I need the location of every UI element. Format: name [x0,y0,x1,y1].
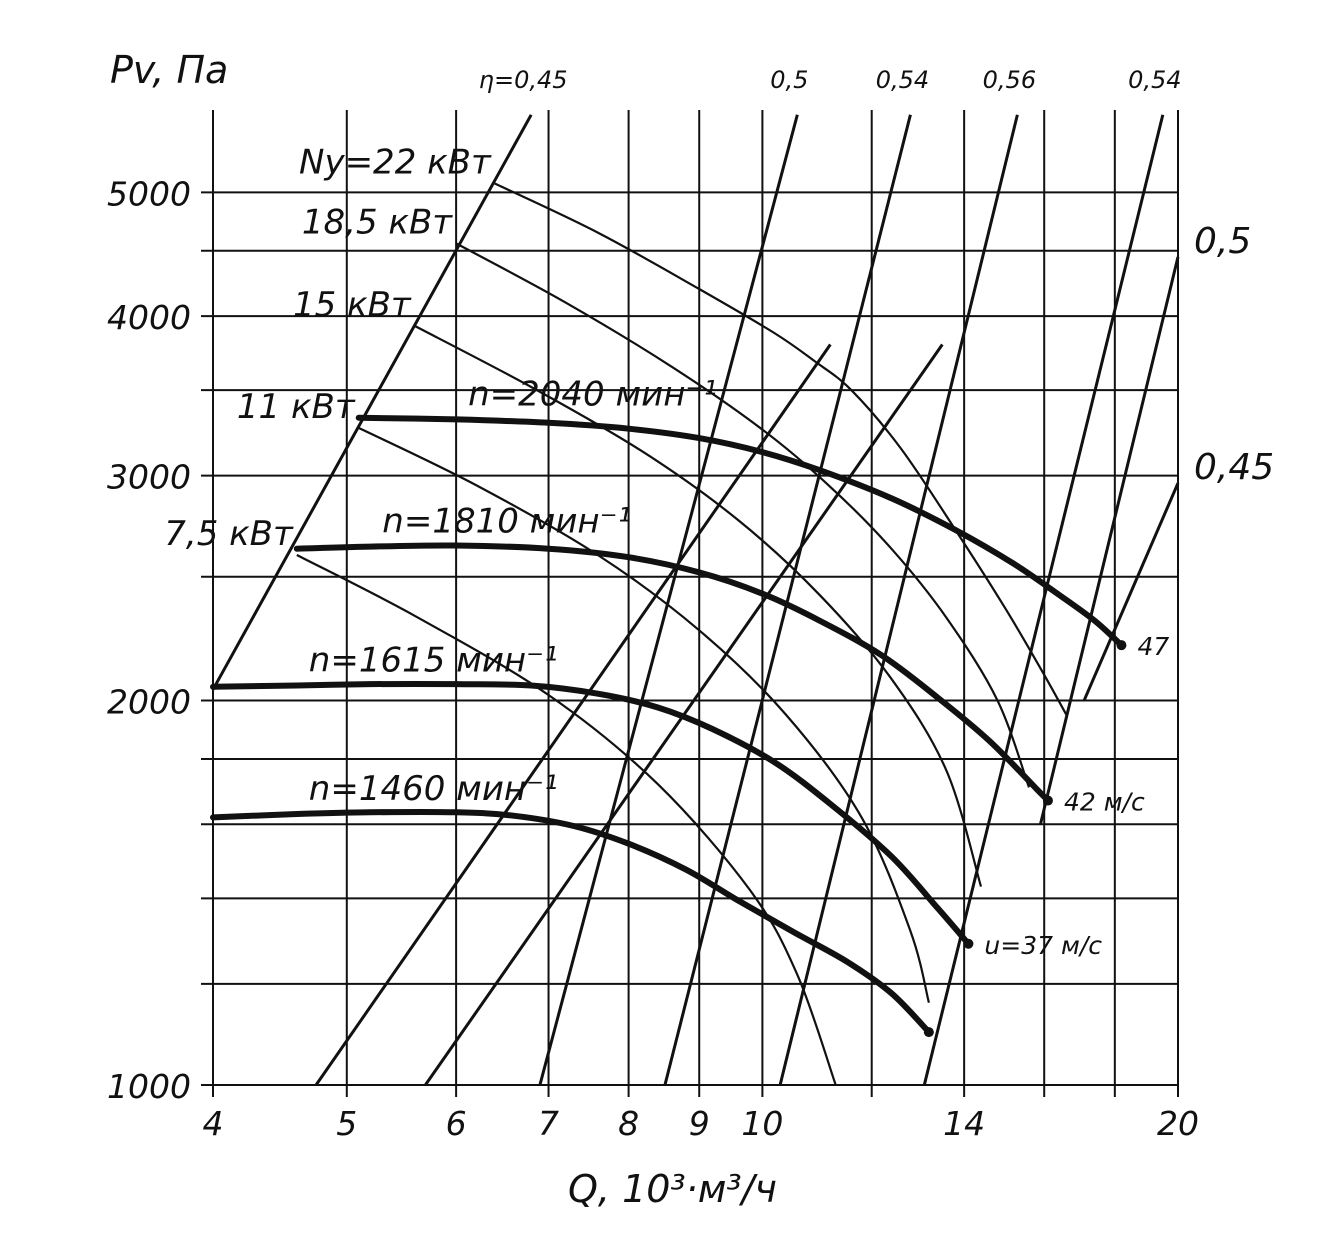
rpm-label: n=1460 мин⁻¹ [309,769,558,809]
curve-end-point [923,1027,934,1038]
rpm-label: n=2040 мин⁻¹ [468,374,717,414]
rpm-curve [210,808,932,1036]
x-tick-label: 8 [618,1104,639,1143]
circumferential-speed-label: u=37 м/с [984,931,1102,960]
power-label: 7,5 кВт [164,514,294,554]
rpm-curves [210,414,1127,1038]
efficiency-right-label: 0,5 [1194,221,1251,262]
y-tick-label: 4000 [107,298,191,337]
power-curve [358,426,930,1003]
circumferential-speed-label: 42 м/с [1064,788,1145,817]
efficiency-label: 0,54 [876,66,929,94]
efficiency-right-label: 0,45 [1194,447,1274,488]
rpm-curve [210,680,972,947]
x-tick-label: 6 [446,1104,467,1143]
x-tick-label: 10 [741,1104,783,1143]
power-label: Ny=22 кВт [299,143,492,183]
efficiency-line [1038,256,1180,825]
efficiency-label: 0,5 [770,66,808,94]
x-tick-label: 14 [943,1104,985,1143]
power-curve [296,554,837,1086]
efficiency-line [663,114,912,1086]
grid: 4 5 6 7 8 9 10 14 20 1000 2000 3000 4000 5000 [107,110,1199,1143]
rpm-curve [355,414,1125,649]
efficiency-label: η=0,45 [479,66,568,94]
y-tick-label: 3000 [107,458,191,497]
x-tick-label: 9 [689,1104,710,1143]
power-label: 18,5 кВт [302,202,453,242]
curve-end-point [963,938,974,949]
power-curves [296,182,1068,1086]
efficiency-label: 0,54 [1128,66,1181,94]
rpm-label: n=1615 мин⁻¹ [309,640,558,680]
circumferential-speed-label: 47 [1137,632,1169,661]
power-curve [455,242,1031,788]
y-axis-title: Pv, Па [110,48,228,92]
x-axis-title: Q, 10³·м³/ч [568,1167,777,1211]
x-tick-label: 5 [336,1104,357,1143]
efficiency-line [211,114,533,691]
y-tick-label: 2000 [107,683,191,722]
curve-end-point [1042,795,1053,806]
power-curve [414,324,983,887]
power-label: 15 кВт [293,285,412,325]
efficiency-line [538,114,799,1086]
chart-labels: Ny=22 кВт 18,5 кВт 15 кВт 11 кВт 7,5 кВт n=14… [164,143,1169,960]
efficiency-line [922,114,1165,1086]
y-tick-label: 1000 [107,1067,191,1106]
power-curve [494,182,1068,716]
x-tick-label: 4 [203,1104,224,1143]
efficiency-line [1082,482,1180,702]
rpm-label: n=1810 мин⁻¹ [382,502,631,542]
efficiency-line [778,114,1019,1086]
x-tick-label: 20 [1157,1104,1199,1143]
efficiency-label: 0,56 [983,66,1036,94]
curve-end-point [1116,640,1127,651]
rpm-curve [293,542,1051,804]
x-tick-label: 7 [538,1104,559,1143]
power-label: 11 кВт [237,387,356,427]
efficiency-line [314,343,832,1086]
y-tick-label: 5000 [107,174,191,213]
